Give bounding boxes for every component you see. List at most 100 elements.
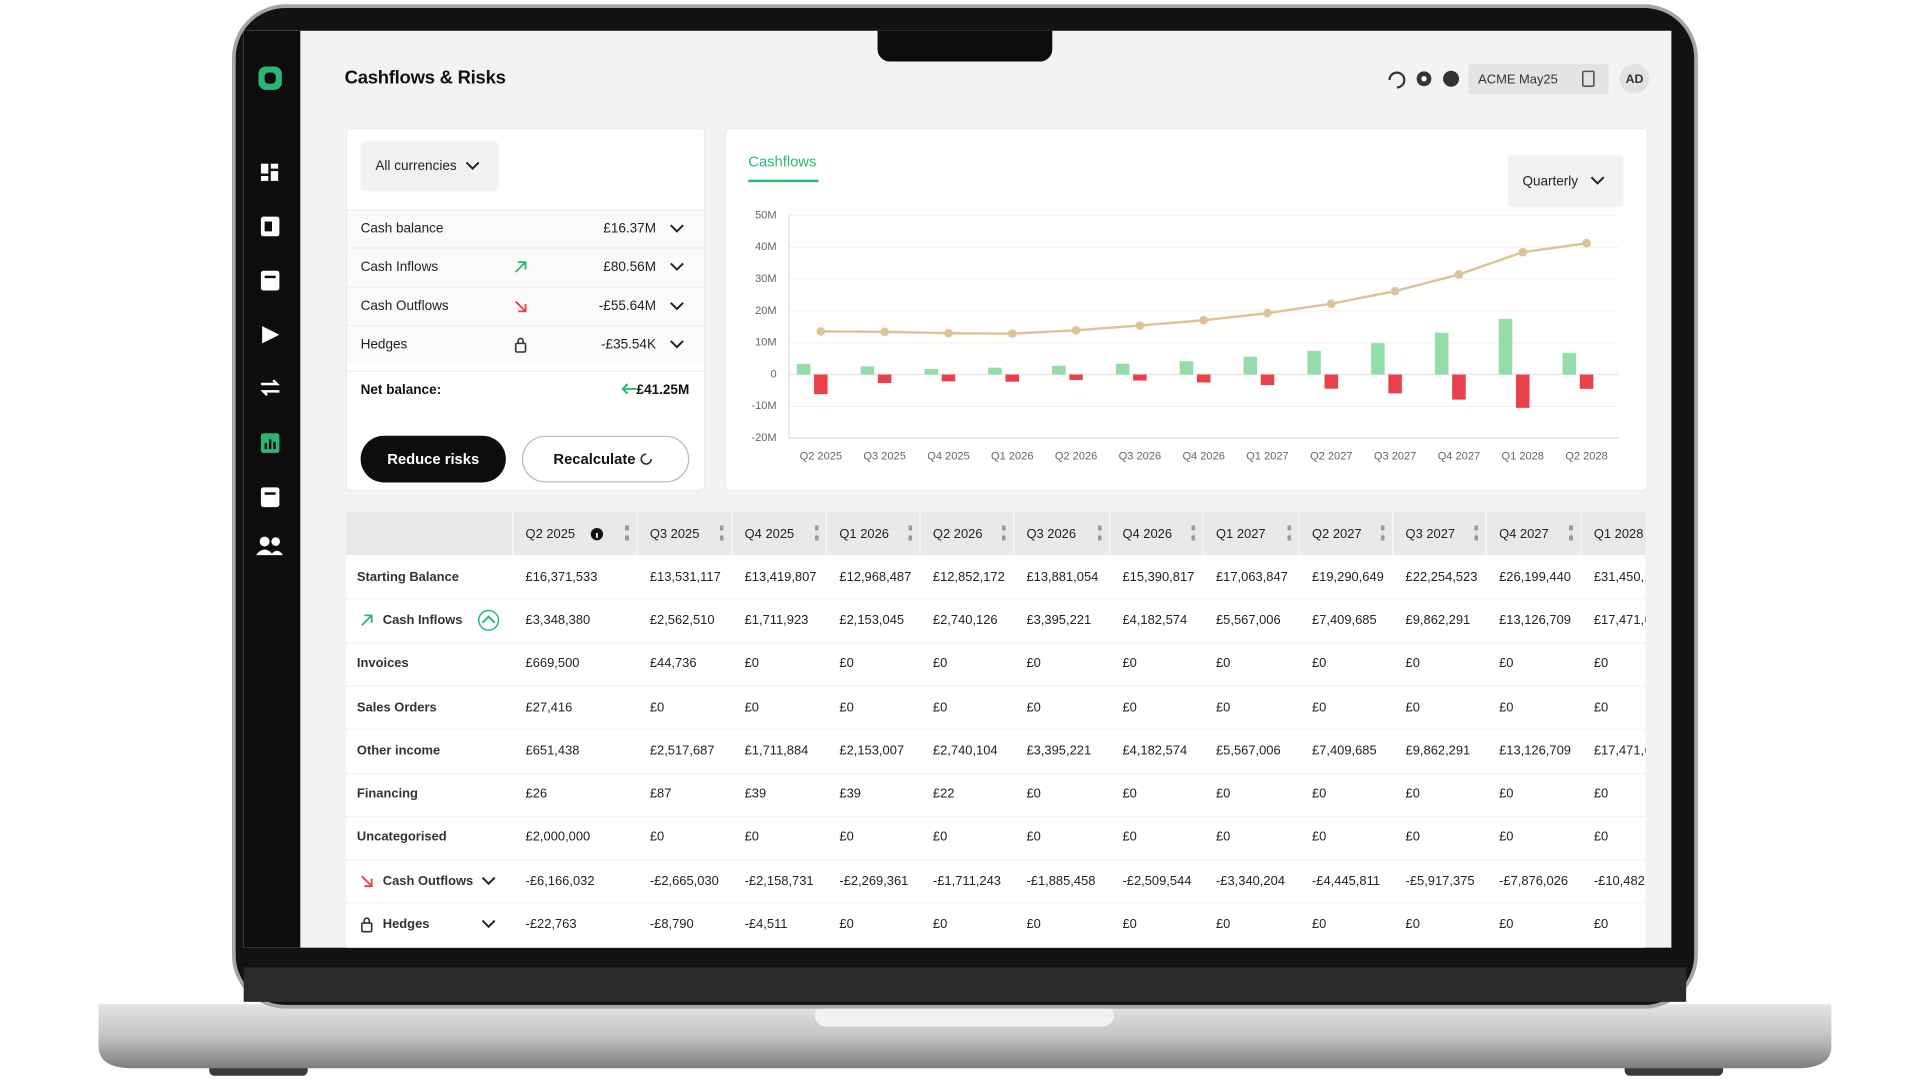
kebab-menu[interactable] xyxy=(1287,525,1292,541)
chevron[interactable] xyxy=(478,870,500,892)
bar xyxy=(941,374,956,382)
cell-value: £0 xyxy=(1405,830,1420,845)
summary-row: Hedges -£35.54K xyxy=(347,324,704,365)
chevron[interactable] xyxy=(666,218,688,240)
table-cell: £0 xyxy=(732,816,827,859)
table-cell: £0 xyxy=(1110,642,1204,685)
chevron[interactable] xyxy=(666,295,688,317)
row-label-text: Cash Inflows xyxy=(382,612,463,628)
chevron[interactable] xyxy=(666,256,688,278)
column-header: Q3 2025 xyxy=(637,511,733,556)
table-cell: £3,395,221 xyxy=(1014,599,1110,642)
table-cell: £13,126,709 xyxy=(1487,599,1582,642)
table-cell: £0 xyxy=(1487,642,1582,685)
row-label: Cash Inflows xyxy=(346,599,513,642)
lock-body xyxy=(361,922,373,933)
summary-row: Cash balance £16.37M xyxy=(347,209,704,249)
avatar[interactable] xyxy=(1619,63,1650,94)
summary-rows: Cash balance £16.37M Cash Inflows £80.56M Ca… xyxy=(347,209,704,369)
cell-value: £2,562,510 xyxy=(649,612,715,628)
kebab-menu[interactable] xyxy=(1569,525,1573,541)
cell-value: £0 xyxy=(1405,786,1420,802)
cell-value: £0 xyxy=(1026,830,1041,845)
cell-value: £3,348,380 xyxy=(525,612,591,628)
table-cell: £0 xyxy=(1110,816,1204,859)
table-cell: £31,450,1 xyxy=(1582,555,1646,598)
table-cell: £0 xyxy=(827,816,921,859)
table-cell: £0 xyxy=(1393,816,1487,859)
table-cell: £0 xyxy=(921,903,1015,946)
table-cell: -£4,511 xyxy=(732,903,827,946)
table-cell: £9,862,291 xyxy=(1393,729,1487,772)
table-cell: £12,968,487 xyxy=(827,555,921,598)
period-dropdown[interactable] xyxy=(1507,155,1624,207)
lock-shackle xyxy=(363,917,371,924)
bar xyxy=(1133,374,1147,381)
currency-dropdown[interactable]: All currencies xyxy=(360,141,499,191)
table-cell: -£8,790 xyxy=(638,903,733,946)
table-cell: -£5,917,375 xyxy=(1393,859,1487,902)
chevron[interactable] xyxy=(478,914,500,936)
kebab-menu[interactable] xyxy=(1001,525,1006,541)
cell-value: £0 xyxy=(1311,830,1327,845)
reduce-risks-button[interactable]: Reduce risks xyxy=(360,435,506,483)
table-cell: -£2,665,030 xyxy=(638,859,733,902)
info-icon[interactable] xyxy=(590,527,605,542)
kebab-menu[interactable] xyxy=(1191,525,1196,541)
cell-value: £12,852,172 xyxy=(932,569,1005,585)
recalculate-button[interactable]: Recalculate xyxy=(521,435,690,483)
bar xyxy=(1005,374,1020,382)
kebab-menu[interactable] xyxy=(1474,525,1479,541)
row-label: Invoices xyxy=(346,642,513,685)
bar xyxy=(1498,318,1513,375)
avatar-initials: AD xyxy=(1626,72,1644,86)
chevron[interactable] xyxy=(666,333,688,355)
kebab-menu[interactable] xyxy=(814,525,819,541)
cell-value: £0 xyxy=(1026,699,1041,715)
cell-value: £0 xyxy=(1122,830,1137,845)
table-cell: -£2,269,361 xyxy=(827,859,921,902)
kebab-menu[interactable] xyxy=(625,525,629,541)
balance-point xyxy=(944,328,953,338)
x-tick-label: Q1 2028 xyxy=(1502,451,1544,463)
table-cell: £0 xyxy=(1393,642,1487,685)
cell-value: £27,416 xyxy=(525,699,573,715)
cell-value: -£2,269,361 xyxy=(839,873,909,889)
cell-value: £7,409,685 xyxy=(1311,743,1377,758)
chart-tab[interactable]: Cashflows xyxy=(748,154,816,170)
table-cell: £26 xyxy=(513,772,637,815)
balance-point xyxy=(1518,247,1528,257)
bar xyxy=(1388,374,1402,394)
chevron-path xyxy=(670,340,684,349)
cell-value: £16,371,533 xyxy=(525,569,598,585)
recalc-icon xyxy=(640,453,653,465)
table-cell: £0 xyxy=(1582,685,1646,728)
y-tick-label: 40M xyxy=(755,241,777,253)
cell-value: £0 xyxy=(1499,786,1514,802)
table-cell: £12,852,172 xyxy=(921,555,1015,598)
table-cell: £0 xyxy=(638,685,733,728)
kebab-menu[interactable] xyxy=(908,525,912,541)
table-cell: £2,562,510 xyxy=(638,599,733,642)
row-label: Hedges xyxy=(346,903,513,946)
cell-value: £0 xyxy=(1215,786,1231,802)
cell-value: £15,390,817 xyxy=(1122,569,1195,585)
row-line xyxy=(345,815,1646,817)
refresh-icon[interactable] xyxy=(1388,71,1406,89)
kebab-menu[interactable] xyxy=(719,525,724,541)
table-cell: £3,395,221 xyxy=(1014,729,1110,772)
chevron[interactable] xyxy=(478,610,500,632)
table-cell: £13,881,054 xyxy=(1014,555,1110,598)
table-cell: £17,063,847 xyxy=(1204,555,1300,598)
table-cell: £0 xyxy=(1487,903,1582,946)
cell-value: £0 xyxy=(1593,656,1609,672)
table-cell: £39 xyxy=(732,772,827,815)
kebab-menu[interactable] xyxy=(1097,525,1102,541)
summary-row: Cash Inflows £80.56M xyxy=(347,247,704,288)
help-icon[interactable] xyxy=(1443,70,1460,87)
entity-chip[interactable] xyxy=(1468,63,1609,95)
kebab-menu[interactable] xyxy=(1380,525,1385,541)
table-cell: £5,567,006 xyxy=(1204,599,1300,642)
cell-value: £0 xyxy=(839,699,854,715)
